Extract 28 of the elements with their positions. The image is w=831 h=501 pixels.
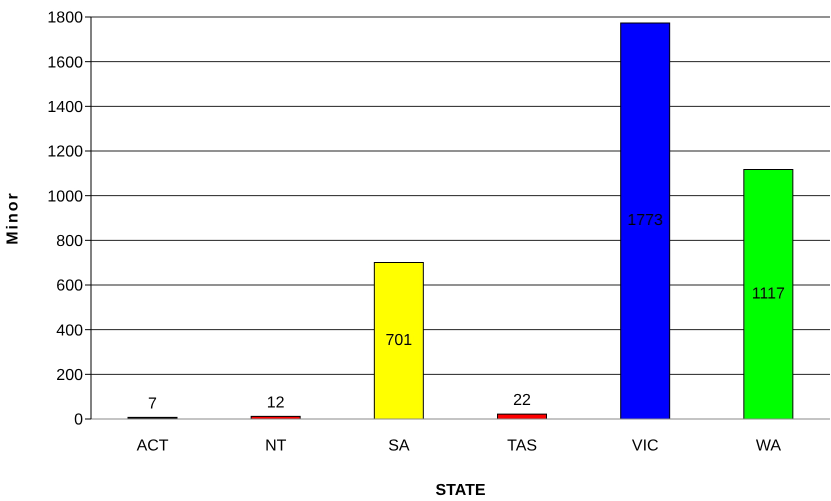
y-tick-label: 1800: [47, 10, 84, 27]
bar: [743, 169, 794, 419]
data-label: 1773: [627, 212, 664, 230]
bar: [497, 414, 547, 419]
y-tick-label: 1000: [47, 188, 84, 206]
y-axis-title: Minor: [4, 191, 22, 245]
y-tick-label: 600: [56, 278, 84, 295]
y-tick-label: 0: [74, 412, 84, 429]
x-tick-label: NT: [265, 437, 287, 454]
x-tick-label: TAS: [507, 437, 538, 454]
data-label: 12: [266, 394, 285, 412]
y-tick-label: 400: [56, 322, 84, 340]
x-tick-label: ACT: [136, 437, 169, 454]
x-axis-title: STATE: [435, 482, 486, 499]
y-tick-label: 1400: [47, 99, 84, 116]
bar: [620, 22, 670, 419]
data-label: 7: [148, 395, 158, 412]
data-label: 22: [513, 392, 531, 410]
y-tick-label: 200: [56, 367, 84, 384]
y-tick-label: 800: [56, 233, 84, 250]
x-tick-label: SA: [388, 437, 410, 454]
data-label: 701: [385, 332, 412, 349]
bar: [374, 262, 424, 419]
y-tick-label: 1200: [47, 144, 84, 161]
y-tick-label: 1600: [47, 54, 84, 72]
data-label: 1117: [752, 285, 786, 303]
x-tick-label: VIC: [632, 437, 659, 454]
x-tick-label: WA: [756, 437, 782, 454]
